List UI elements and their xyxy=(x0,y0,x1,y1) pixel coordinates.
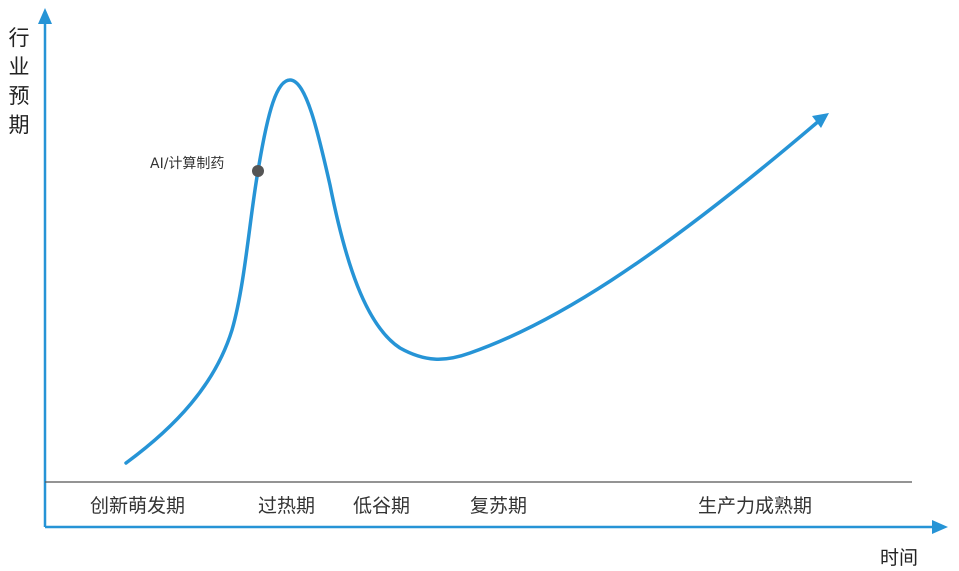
marker-label: AI/计算制药 xyxy=(150,156,225,172)
stage-peak-hype: 过热期 xyxy=(258,495,316,517)
y-axis-label-char: 预 xyxy=(8,84,30,108)
hype-curve-arrow xyxy=(812,113,829,128)
x-axis-label: 时间 xyxy=(880,547,919,569)
stage-innovation-trigger: 创新萌发期 xyxy=(90,495,186,517)
stage-plateau-productivity: 生产力成熟期 xyxy=(698,495,813,517)
y-axis-label-char: 行 xyxy=(8,26,30,50)
y-axis-arrow xyxy=(38,8,52,24)
stage-trough: 低谷期 xyxy=(353,495,411,517)
stage-recovery: 复苏期 xyxy=(470,495,528,517)
x-axis-arrow xyxy=(932,520,948,534)
y-axis-label-char: 业 xyxy=(8,55,30,79)
ai-drug-discovery-marker xyxy=(252,165,264,177)
y-axis-label-char: 期 xyxy=(8,113,30,137)
hype-curve xyxy=(124,78,822,465)
y-axis-label: 行 业 预 期 xyxy=(5,24,33,140)
